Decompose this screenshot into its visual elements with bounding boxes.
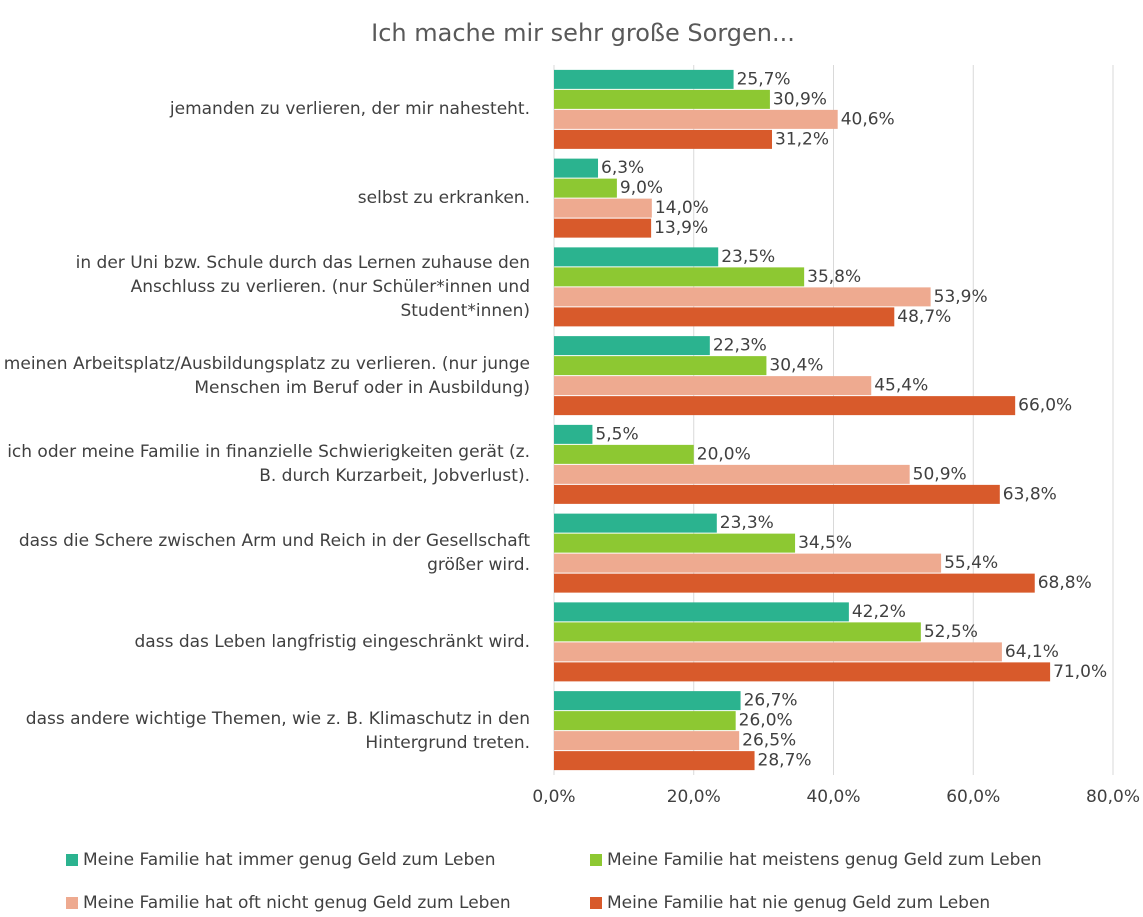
legend-swatch (66, 854, 78, 866)
bar (554, 751, 755, 771)
data-label: 30,9% (773, 89, 827, 109)
bar (554, 642, 1002, 662)
category-label: selbst zu erkranken. (357, 188, 530, 209)
bar (554, 356, 767, 376)
category-label: dass das Leben langfristig eingeschränkt… (134, 631, 531, 652)
data-label: 48,7% (897, 307, 951, 327)
data-label: 31,2% (775, 129, 829, 149)
data-label: 13,9% (654, 218, 708, 238)
data-label: 34,5% (798, 533, 852, 553)
bar (554, 602, 849, 622)
data-label: 20,0% (697, 444, 751, 464)
bar (554, 218, 652, 238)
data-label: 5,5% (595, 424, 638, 444)
bar (554, 691, 741, 711)
legend-label: Meine Familie hat oft nicht genug Geld z… (83, 893, 511, 913)
bar (554, 89, 770, 109)
data-label: 9,0% (620, 178, 663, 198)
bar (554, 444, 694, 464)
legend-label: Meine Familie hat nie genug Geld zum Leb… (607, 893, 990, 913)
data-label: 63,8% (1003, 484, 1057, 504)
bar (554, 622, 921, 642)
data-label: 14,0% (655, 198, 709, 218)
bar (554, 109, 838, 129)
bar (554, 267, 805, 287)
bar (554, 513, 717, 533)
category-label: dass andere wichtige Themen, wie z. B. K… (25, 708, 530, 753)
data-label: 30,4% (769, 356, 823, 376)
data-label: 26,5% (742, 731, 796, 751)
data-label: 52,5% (924, 622, 978, 642)
category-label: dass die Schere zwischen Arm und Reich i… (18, 531, 530, 576)
bar (554, 424, 593, 444)
data-label: 64,1% (1005, 642, 1059, 662)
category-label: in der Uni bzw. Schule durch das Lernen … (75, 252, 530, 321)
bar (554, 178, 617, 198)
bar (554, 484, 1000, 504)
bar (554, 287, 931, 307)
x-tick-label: 0,0% (532, 787, 575, 807)
bar (554, 711, 736, 731)
bar (554, 731, 740, 751)
bar (554, 158, 599, 178)
bar (554, 69, 734, 89)
bar (554, 573, 1035, 593)
data-label: 42,2% (852, 602, 906, 622)
bar (554, 396, 1016, 416)
x-tick-label: 80,0% (1086, 787, 1140, 807)
data-label: 53,9% (934, 287, 988, 307)
data-label: 71,0% (1053, 662, 1107, 682)
data-label: 22,3% (713, 336, 767, 356)
bar (554, 198, 652, 218)
category-label: meinen Arbeitsplatz/Ausbildungsplatz zu … (3, 353, 530, 398)
data-label: 23,5% (721, 247, 775, 267)
bar (554, 464, 910, 484)
bar (554, 533, 796, 553)
data-label: 40,6% (841, 109, 895, 129)
data-label: 26,0% (739, 711, 793, 731)
bar (554, 247, 719, 267)
legend-label: Meine Familie hat meistens genug Geld zu… (607, 850, 1042, 870)
x-tick-label: 40,0% (806, 787, 860, 807)
legend-swatch (590, 897, 602, 909)
bar (554, 376, 872, 396)
data-label: 6,3% (601, 158, 644, 178)
data-label: 45,4% (874, 376, 928, 396)
legend-swatch (66, 897, 78, 909)
data-label: 35,8% (807, 267, 861, 287)
x-tick-label: 60,0% (946, 787, 1000, 807)
data-label: 50,9% (913, 464, 967, 484)
bar (554, 307, 895, 327)
bar (554, 336, 710, 356)
bar (554, 553, 942, 573)
data-label: 55,4% (944, 553, 998, 573)
bar (554, 662, 1051, 682)
category-label: ich oder meine Familie in finanzielle Sc… (7, 442, 530, 487)
category-label: jemanden zu verlieren, der mir nahesteht… (169, 99, 530, 120)
legend-label: Meine Familie hat immer genug Geld zum L… (83, 850, 496, 870)
data-label: 25,7% (737, 69, 791, 89)
data-label: 23,3% (720, 513, 774, 533)
chart-title: Ich mache mir sehr große Sorgen... (371, 19, 795, 47)
legend-swatch (590, 854, 602, 866)
data-label: 28,7% (758, 751, 812, 771)
data-label: 26,7% (744, 691, 798, 711)
data-label: 66,0% (1018, 396, 1072, 416)
bar (554, 129, 773, 149)
data-label: 68,8% (1038, 573, 1092, 593)
x-tick-label: 20,0% (667, 787, 721, 807)
